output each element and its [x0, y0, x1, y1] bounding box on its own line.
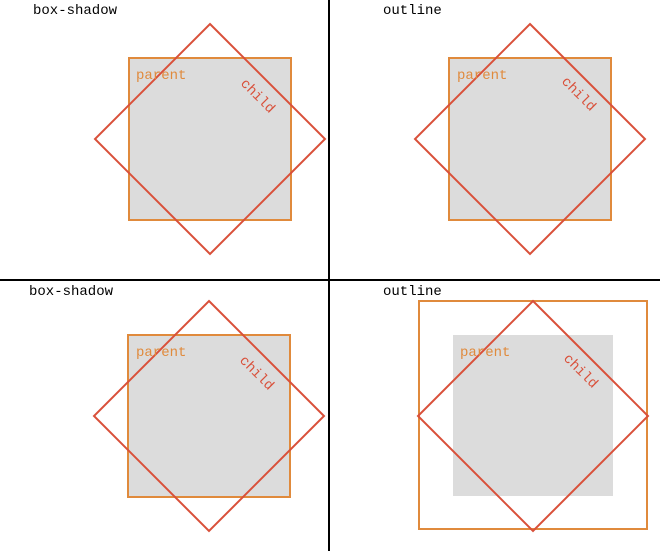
panel-3-parent-box — [127, 334, 291, 498]
panel-2-title: outline — [383, 3, 442, 19]
horizontal-divider — [0, 279, 660, 281]
panel-1-parent-box — [128, 57, 292, 221]
panel-1-title: box-shadow — [33, 3, 118, 19]
panel-2-parent-box — [448, 57, 612, 221]
panel-3-title: box-shadow — [29, 284, 114, 300]
panel-4-outline-box — [418, 300, 648, 530]
vertical-divider — [328, 0, 330, 551]
panel-4-title: outline — [383, 284, 442, 300]
